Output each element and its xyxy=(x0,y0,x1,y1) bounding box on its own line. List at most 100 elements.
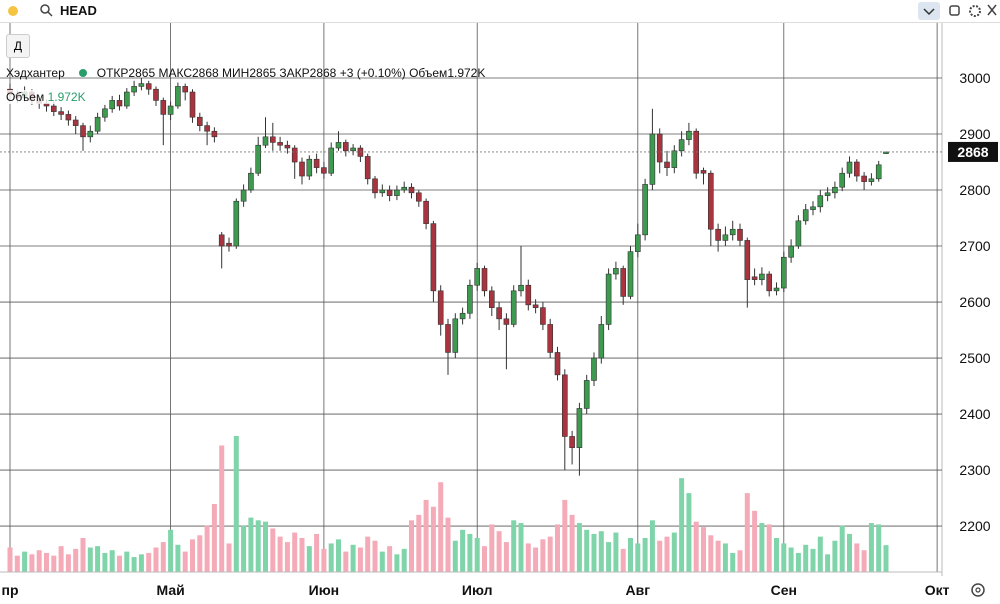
open-value: 2865 xyxy=(128,66,156,80)
candle-body xyxy=(138,83,145,87)
volume-bar xyxy=(7,547,13,572)
chart-settings-icon[interactable] xyxy=(971,583,985,597)
volume-bar xyxy=(321,548,327,572)
volume-bar xyxy=(766,524,772,572)
volume-bar xyxy=(336,539,342,572)
period-button[interactable]: Д xyxy=(6,34,30,58)
candle-body xyxy=(532,304,539,308)
candle-body xyxy=(613,268,619,275)
volume-bar xyxy=(613,532,619,572)
candle-body xyxy=(364,156,371,180)
volume-bar xyxy=(737,550,743,572)
candle-body xyxy=(503,318,510,325)
last-price-tag xyxy=(948,141,998,162)
volume-bar xyxy=(306,546,312,572)
chart-settings-icon-core xyxy=(975,587,981,593)
volume-bar xyxy=(314,533,320,572)
candle-body xyxy=(255,144,262,174)
volume-bar xyxy=(839,525,845,572)
search-icon[interactable] xyxy=(40,4,50,14)
candle-body xyxy=(700,170,707,174)
candle-body xyxy=(72,119,79,126)
volume-bar xyxy=(686,493,692,572)
candle-body xyxy=(211,130,218,138)
settings-button[interactable] xyxy=(969,5,981,17)
candle-body xyxy=(321,167,327,174)
last-price-label: 2868 xyxy=(957,144,988,160)
candle-body xyxy=(80,125,86,138)
candle-body xyxy=(554,352,561,376)
volume-bar xyxy=(175,544,181,572)
candle-body xyxy=(343,142,349,152)
volume-bar xyxy=(562,499,568,572)
candle-body xyxy=(729,228,736,236)
volume-bar xyxy=(350,544,356,572)
volume-bar xyxy=(438,482,444,572)
volume-bar xyxy=(73,548,79,572)
candle-body xyxy=(350,147,356,152)
candle-body xyxy=(766,273,773,292)
volume-bar xyxy=(635,543,641,572)
close-button[interactable] xyxy=(987,4,997,16)
volume-bar xyxy=(22,551,28,572)
volume-bar xyxy=(606,542,612,572)
candle-body xyxy=(379,189,386,194)
candle-body xyxy=(510,290,517,325)
volume-bar xyxy=(525,543,531,572)
volume-bar xyxy=(657,540,663,572)
candle-body xyxy=(284,144,291,149)
volume-bar xyxy=(482,546,488,572)
volume-bar xyxy=(95,546,101,572)
volume-bar xyxy=(452,540,458,572)
symbol-name: Хэдхантер xyxy=(6,66,65,80)
volume-bar xyxy=(117,555,123,572)
volume-bar xyxy=(284,542,290,572)
volume-bar xyxy=(445,517,451,572)
candle-body xyxy=(313,158,320,168)
volume-bar xyxy=(817,536,823,572)
candle-body xyxy=(204,125,210,132)
volume-bar xyxy=(883,545,889,572)
volume-bar xyxy=(372,540,378,572)
volume-value: 1.972K xyxy=(47,90,86,104)
candle-body xyxy=(642,184,648,236)
maximize-button[interactable] xyxy=(949,5,960,16)
open-label: ОТКР xyxy=(96,66,129,80)
candle-body xyxy=(51,105,57,112)
candle-body xyxy=(189,91,196,118)
candle-body xyxy=(605,273,612,325)
volume-bar xyxy=(423,499,429,572)
candle-body xyxy=(167,105,174,115)
volume-bar xyxy=(795,552,801,572)
change: +3 (+0.10%) xyxy=(339,66,406,80)
candle-body xyxy=(372,178,378,194)
volume-bar xyxy=(701,527,707,572)
search-text[interactable]: HEAD xyxy=(60,3,97,18)
volume-bar xyxy=(168,529,174,572)
candle-body xyxy=(781,256,787,289)
volume-bar xyxy=(241,525,247,572)
candle-body xyxy=(722,234,729,241)
candle-body xyxy=(430,223,437,292)
candle-body xyxy=(116,100,123,107)
candle-body xyxy=(124,91,130,107)
x-tick-label: Июн xyxy=(309,582,339,598)
volume-bar xyxy=(584,529,590,572)
volume-bar xyxy=(474,538,480,572)
candle-body xyxy=(715,228,721,241)
volume-legend: Объем 1.972K xyxy=(6,90,86,104)
dropdown-button[interactable] xyxy=(918,2,940,20)
x-tick-label: пр xyxy=(1,582,18,598)
candle-body xyxy=(423,200,429,224)
candle-body xyxy=(832,186,838,194)
candle-body xyxy=(525,284,532,306)
close-label: ЗАКР xyxy=(279,66,310,80)
x-tick-label: Окт xyxy=(925,582,950,598)
volume-series-name: Объем xyxy=(6,90,45,104)
volume-bar xyxy=(124,551,130,572)
volume-bar xyxy=(357,547,363,572)
volume-bar xyxy=(29,554,35,572)
candle-body xyxy=(248,172,254,191)
volume-bar xyxy=(832,540,838,572)
candle-body xyxy=(824,192,831,196)
